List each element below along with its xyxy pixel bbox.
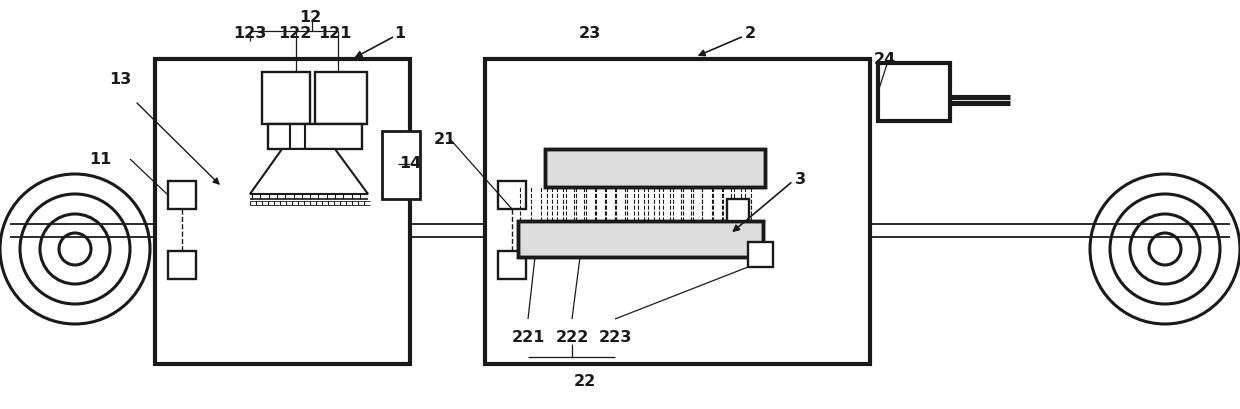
Bar <box>878 63 950 121</box>
Text: 13: 13 <box>109 72 131 86</box>
Bar <box>546 149 765 187</box>
Bar <box>498 181 526 209</box>
Bar <box>546 149 765 187</box>
Bar <box>518 221 763 257</box>
Text: 3: 3 <box>795 171 806 187</box>
Bar <box>485 59 870 364</box>
Text: 21: 21 <box>434 132 456 146</box>
Bar <box>518 221 763 257</box>
Text: 223: 223 <box>599 330 631 344</box>
Bar <box>498 251 526 279</box>
Bar <box>167 251 196 279</box>
Bar <box>382 131 420 199</box>
Bar <box>315 72 367 124</box>
Text: 221: 221 <box>511 330 544 344</box>
Text: 2: 2 <box>744 27 755 41</box>
Text: 12: 12 <box>299 9 321 25</box>
Text: 122: 122 <box>278 27 311 41</box>
Text: 1: 1 <box>394 27 405 41</box>
Bar <box>262 72 310 124</box>
Text: 23: 23 <box>579 27 601 41</box>
Bar <box>167 181 196 209</box>
Bar <box>268 124 362 149</box>
Text: 123: 123 <box>233 27 267 41</box>
Text: 22: 22 <box>574 373 596 389</box>
Bar <box>155 59 410 364</box>
Text: 121: 121 <box>319 27 352 41</box>
Text: 14: 14 <box>399 157 422 171</box>
Text: 24: 24 <box>874 52 897 67</box>
Text: 11: 11 <box>89 151 112 166</box>
Bar <box>727 199 749 221</box>
Polygon shape <box>250 149 368 194</box>
Text: 222: 222 <box>556 330 589 344</box>
Bar <box>748 242 773 267</box>
